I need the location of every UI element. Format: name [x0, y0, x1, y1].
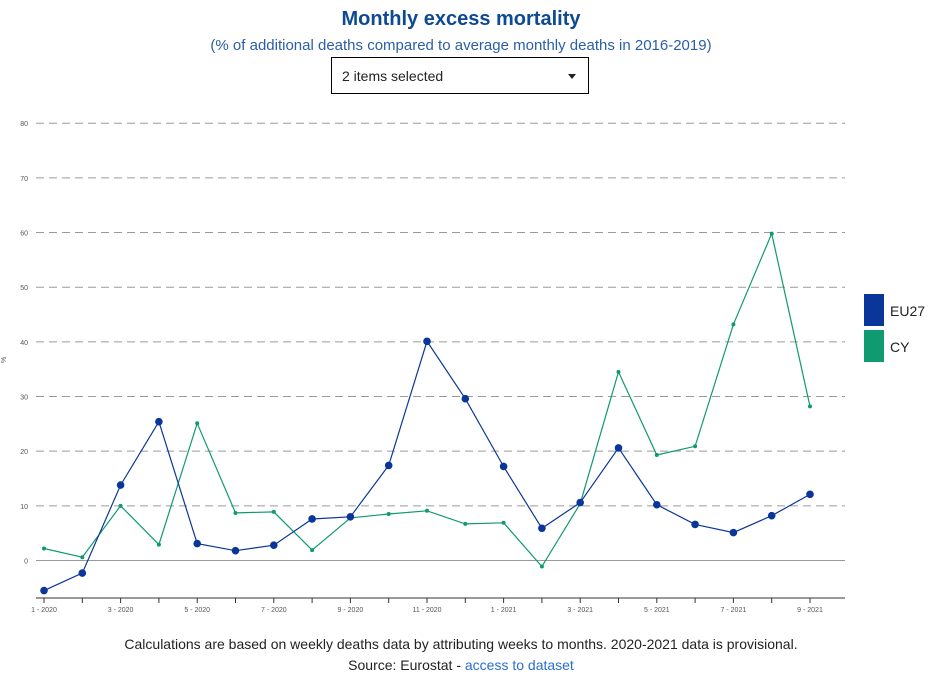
- data-point-eu27: [461, 394, 470, 403]
- data-point-cy: [386, 512, 391, 517]
- data-point-cy: [501, 520, 506, 525]
- data-point-eu27: [538, 524, 546, 533]
- data-point-cy: [539, 564, 544, 569]
- x-tick-label: 11 - 2020: [412, 607, 441, 614]
- y-tick-label: 80: [20, 121, 28, 128]
- dropdown-value: 2 items selected: [342, 68, 444, 84]
- legend-item-cy[interactable]: CY: [864, 330, 934, 362]
- x-tick-label: 9 - 2020: [338, 607, 364, 614]
- data-point-eu27: [116, 481, 125, 489]
- y-tick-label: 30: [20, 395, 28, 402]
- data-point-cy: [233, 510, 238, 515]
- legend-swatch-eu27: [864, 294, 884, 326]
- x-tick-label: 1 - 2020: [31, 607, 57, 614]
- data-point-eu27: [767, 511, 776, 520]
- data-point-eu27: [653, 500, 661, 509]
- data-point-eu27: [384, 461, 393, 470]
- data-point-eu27: [499, 462, 508, 471]
- series-line-eu27: [43, 339, 811, 592]
- data-point-eu27: [576, 498, 584, 507]
- legend-item-eu27[interactable]: EU27: [864, 294, 934, 326]
- data-point-cy: [310, 548, 315, 553]
- data-point-cy: [156, 542, 161, 547]
- x-tick-label: 7 - 2020: [261, 607, 287, 614]
- data-point-eu27: [614, 444, 623, 452]
- caret-down-icon: [568, 74, 576, 79]
- x-tick-label: 1 - 2021: [491, 607, 517, 614]
- legend-label-cy: CY: [890, 339, 910, 355]
- data-point-cy: [425, 508, 429, 513]
- y-tick-label: 60: [20, 231, 28, 238]
- data-point-eu27: [40, 586, 48, 595]
- y-tick-label: 0: [24, 559, 28, 566]
- y-axis-label: %: [1, 357, 8, 363]
- data-point-eu27: [270, 541, 278, 549]
- data-point-eu27: [806, 490, 814, 499]
- x-tick-label: 3 - 2021: [567, 607, 593, 614]
- series-line-cy: [43, 231, 811, 568]
- x-tick-label: 7 - 2021: [721, 607, 747, 614]
- chart-title: Monthly excess mortality: [341, 8, 581, 30]
- data-point-eu27: [155, 417, 163, 426]
- data-point-cy: [808, 404, 812, 409]
- data-point-cy: [271, 509, 276, 514]
- data-point-eu27: [691, 520, 699, 529]
- data-point-eu27: [423, 337, 431, 346]
- data-point-cy: [693, 444, 698, 449]
- source-prefix: Source: Eurostat -: [348, 657, 465, 673]
- data-point-eu27: [729, 528, 738, 537]
- y-tick-label: 70: [20, 176, 28, 183]
- data-point-cy: [195, 421, 200, 426]
- legend-swatch-cy: [864, 330, 884, 362]
- data-point-eu27: [193, 539, 201, 548]
- data-point-eu27: [346, 512, 355, 521]
- data-point-cy: [769, 231, 774, 236]
- footer-note: Calculations are based on weekly deaths …: [124, 636, 798, 652]
- y-tick-label: 40: [20, 340, 28, 347]
- x-tick-label: 5 - 2020: [184, 607, 210, 614]
- access-dataset-link[interactable]: access to dataset: [464, 657, 574, 673]
- x-tick-label: 3 - 2020: [108, 607, 134, 614]
- data-point-eu27: [78, 569, 87, 577]
- legend-label-eu27: EU27: [890, 303, 926, 319]
- data-point-cy: [463, 521, 468, 526]
- data-point-eu27: [308, 515, 316, 523]
- y-tick-label: 10: [20, 504, 28, 511]
- country-selector-dropdown[interactable]: 2 items selected: [331, 57, 589, 94]
- data-point-cy: [731, 322, 736, 327]
- data-point-cy: [118, 503, 123, 508]
- data-point-cy: [42, 546, 46, 551]
- data-point-cy: [654, 453, 659, 458]
- x-tick-label: 5 - 2021: [644, 607, 670, 614]
- data-point-cy: [80, 555, 85, 560]
- y-tick-label: 50: [20, 285, 28, 292]
- x-tick-label: 9 - 2021: [797, 607, 823, 614]
- chart-subtitle: (% of additional deaths compared to aver…: [210, 37, 712, 54]
- data-point-eu27: [231, 546, 240, 555]
- data-point-cy: [616, 369, 621, 374]
- y-tick-label: 20: [20, 449, 28, 456]
- footer-source: Source: Eurostat - access to dataset: [0, 657, 922, 673]
